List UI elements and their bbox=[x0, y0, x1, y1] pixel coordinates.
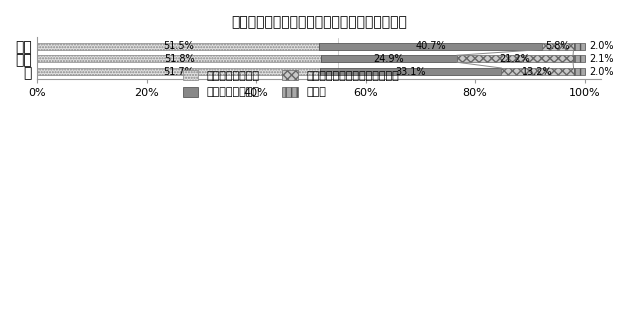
Text: 2.0%: 2.0% bbox=[589, 41, 614, 51]
Bar bbox=[501, 68, 573, 75]
Bar bbox=[573, 68, 585, 75]
Bar bbox=[320, 68, 501, 75]
Bar bbox=[37, 68, 320, 75]
Bar bbox=[321, 55, 457, 62]
Bar bbox=[457, 55, 573, 62]
Text: 2.1%: 2.1% bbox=[589, 54, 614, 64]
Text: 21.2%: 21.2% bbox=[500, 54, 530, 64]
Text: 51.7%: 51.7% bbox=[163, 66, 194, 76]
Bar bbox=[573, 43, 585, 49]
Text: 40.7%: 40.7% bbox=[415, 41, 446, 51]
Bar bbox=[542, 43, 573, 49]
Text: 2.0%: 2.0% bbox=[589, 66, 614, 76]
Text: 51.8%: 51.8% bbox=[164, 54, 194, 64]
Text: 33.1%: 33.1% bbox=[396, 66, 426, 76]
Bar bbox=[319, 43, 542, 49]
Text: 5.8%: 5.8% bbox=[546, 41, 570, 51]
Text: 13.2%: 13.2% bbox=[522, 66, 553, 76]
Text: 24.9%: 24.9% bbox=[374, 54, 404, 64]
Legend: 本人のみで決めた, 配偶者と相談した, 子・孫その他の親族と相談した, その他: 本人のみで決めた, 配偶者と相談した, 子・孫その他の親族と相談した, その他 bbox=[178, 66, 404, 102]
Text: 51.5%: 51.5% bbox=[163, 41, 193, 51]
Bar bbox=[573, 55, 585, 62]
Bar bbox=[37, 55, 321, 62]
Title: 申し込みにあたりどなたかと相談されましたか: 申し込みにあたりどなたかと相談されましたか bbox=[231, 15, 407, 29]
Bar bbox=[37, 43, 319, 49]
